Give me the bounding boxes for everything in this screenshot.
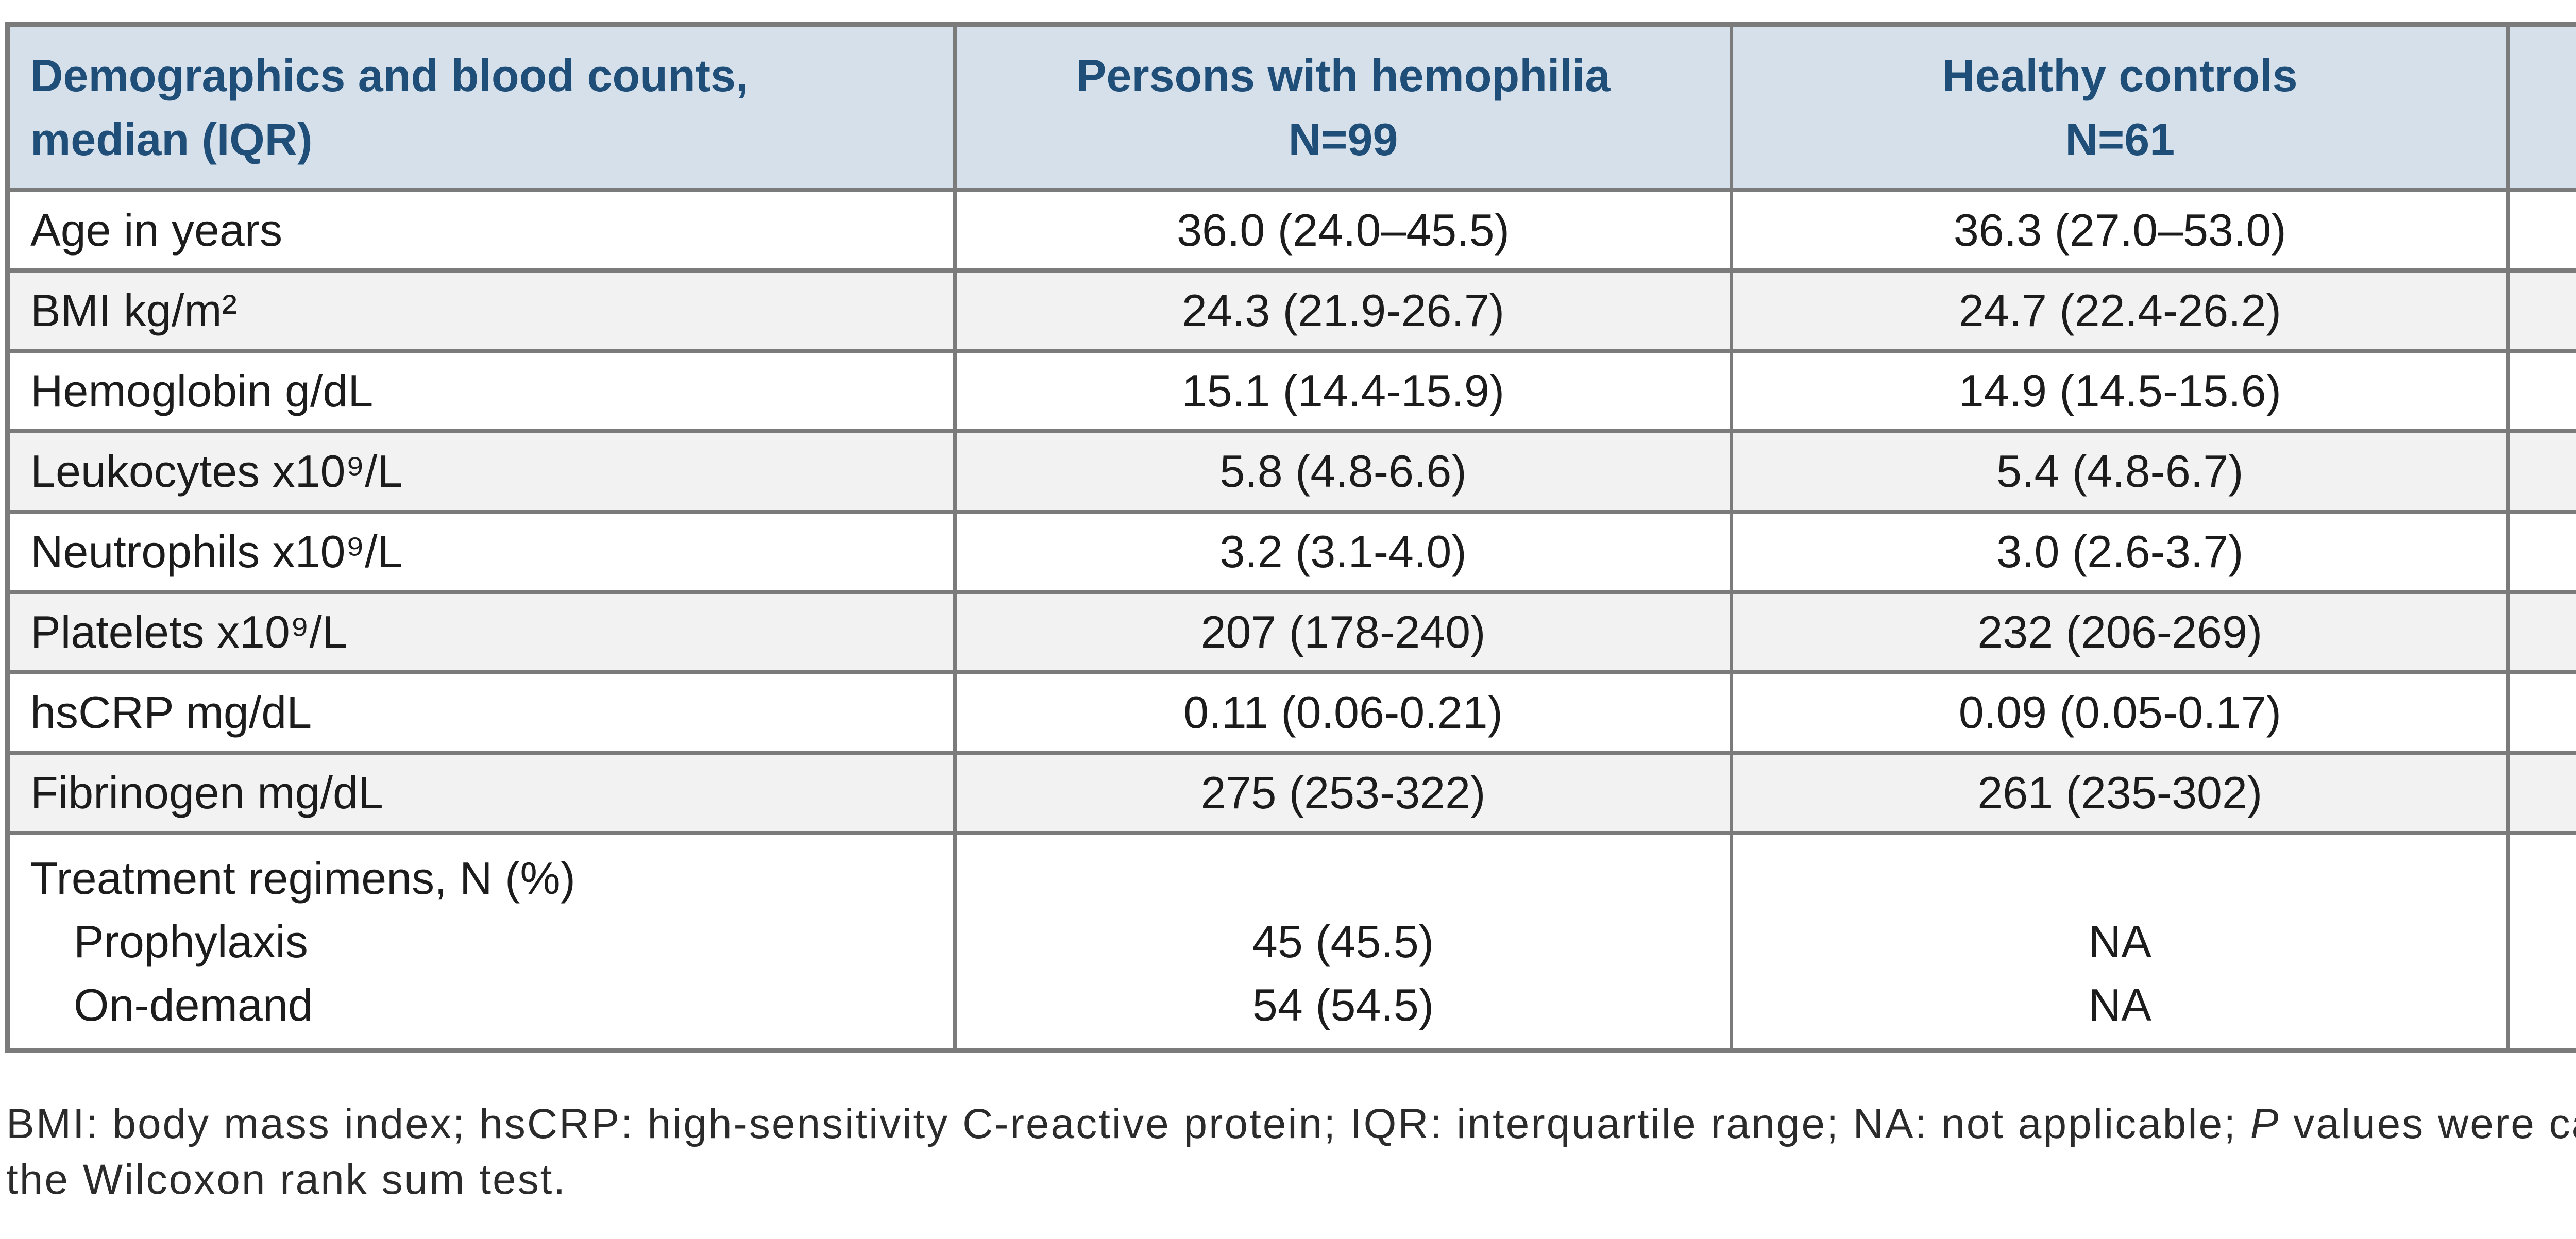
footnote-statistics-note: values were calculated using <box>2293 1100 2576 1147</box>
header-demographics-line1: Demographics and blood counts, <box>30 50 749 101</box>
spacer-line <box>958 846 1728 910</box>
table-row: BMI kg/m² 24.3 (21.9-26.7) 24.7 (22.4-26… <box>6 268 2576 353</box>
table-row: Fibrinogen mg/dL 275 (253-322) 261 (235-… <box>6 751 2576 835</box>
p-value-cell: 0.866 <box>2506 268 2576 353</box>
table-row: Leukocytes x10⁹/L 5.8 (4.8-6.6) 5.4 (4.8… <box>6 429 2576 514</box>
treatment-p-cell: - - <box>2506 831 2576 1053</box>
demographics-table-container: Demographics and blood counts, median (I… <box>5 22 2576 1053</box>
row-label-cell: Age in years <box>6 188 957 273</box>
header-row: Demographics and blood counts, median (I… <box>6 22 2576 192</box>
footnote-line1: BMI: body mass index; hsCRP: high-sensit… <box>6 1096 2576 1152</box>
treatment-phm-value: 54 (54.5) <box>1252 979 1434 1030</box>
phm-value-cell: 36.0 (24.0–45.5) <box>953 188 1734 273</box>
treatment-label-cell: Treatment regimens, N (%) Prophylaxis On… <box>6 831 957 1053</box>
row-label-cell: Hemoglobin g/dL <box>6 349 957 433</box>
p-value-cell: 0.554 <box>2506 670 2576 755</box>
p-value-cell: 0.085 <box>2506 751 2576 835</box>
row-label-cell: hsCRP mg/dL <box>6 670 957 755</box>
footnote-line2: the Wilcoxon rank sum test. <box>6 1156 567 1203</box>
p-value-cell: 0.005 <box>2506 590 2576 674</box>
header-hemophilia-n: N=99 <box>1288 113 1398 165</box>
header-controls-n: N=61 <box>2065 113 2175 165</box>
ctrl-value-cell: 232 (206-269) <box>1730 590 2511 674</box>
footnote-p-symbol: P <box>2250 1100 2280 1147</box>
table-row: Platelets x10⁹/L 207 (178-240) 232 (206-… <box>6 590 2576 674</box>
spacer-line <box>1735 846 2505 910</box>
ctrl-value-cell: 14.9 (14.5-15.6) <box>1730 349 2511 433</box>
header-controls-label: Healthy controls <box>1942 50 2298 101</box>
phm-value-cell: 275 (253-322) <box>953 751 1734 835</box>
treatment-title: Treatment regimens, N (%) <box>30 853 575 904</box>
header-demographics-line2: median (IQR) <box>30 113 313 165</box>
row-label-cell: Fibrinogen mg/dL <box>6 751 957 835</box>
footnote-abbreviations: BMI: body mass index; hsCRP: high-sensit… <box>6 1100 2250 1147</box>
treatment-p-value: - <box>2512 910 2576 973</box>
p-value-cell: 0.783 <box>2506 429 2576 514</box>
header-controls-group: Healthy controls N=61 <box>1730 22 2511 192</box>
ctrl-value-cell: 24.7 (22.4-26.2) <box>1730 268 2511 353</box>
p-value-cell: 0.165 <box>2506 510 2576 594</box>
phm-value-cell: 3.2 (3.1-4.0) <box>953 510 1734 594</box>
row-label-cell: BMI kg/m² <box>6 268 957 353</box>
demographics-blood-counts-table: Demographics and blood counts, median (I… <box>5 22 2576 1053</box>
ctrl-value-cell: 36.3 (27.0–53.0) <box>1730 188 2511 273</box>
ctrl-value-cell: 0.09 (0.05-0.17) <box>1730 670 2511 755</box>
table-header: Demographics and blood counts, median (I… <box>6 22 2576 192</box>
row-label-cell: Platelets x10⁹/L <box>6 590 957 674</box>
phm-value-cell: 24.3 (21.9-26.7) <box>953 268 1734 353</box>
spacer-line <box>2512 846 2576 910</box>
header-p-value: P <box>2506 22 2576 192</box>
ctrl-value-cell: 5.4 (4.8-6.7) <box>1730 429 2511 514</box>
treatment-regimens-row: Treatment regimens, N (%) Prophylaxis On… <box>6 831 2576 1053</box>
treatment-item-label: On-demand <box>74 979 313 1030</box>
ctrl-value-cell: 261 (235-302) <box>1730 751 2511 835</box>
row-label-cell: Neutrophils x10⁹/L <box>6 510 957 594</box>
table-row: Neutrophils x10⁹/L 3.2 (3.1-4.0) 3.0 (2.… <box>6 510 2576 594</box>
treatment-p-value: - <box>2512 973 2576 1037</box>
phm-value-cell: 207 (178-240) <box>953 590 1734 674</box>
ctrl-value-cell: 3.0 (2.6-3.7) <box>1730 510 2511 594</box>
header-demographics: Demographics and blood counts, median (I… <box>6 22 957 192</box>
p-value-cell: 0.352 <box>2506 349 2576 433</box>
row-label-cell: Leukocytes x10⁹/L <box>6 429 957 514</box>
table-footnote: BMI: body mass index; hsCRP: high-sensit… <box>6 1096 2576 1208</box>
header-hemophilia-label: Persons with hemophilia <box>1076 50 1611 101</box>
treatment-phm-cell: 45 (45.5) 54 (54.5) <box>953 831 1734 1053</box>
table-row: Age in years 36.0 (24.0–45.5) 36.3 (27.0… <box>6 188 2576 273</box>
treatment-item-label: Prophylaxis <box>74 916 308 967</box>
table-body: Age in years 36.0 (24.0–45.5) 36.3 (27.0… <box>6 188 2576 1053</box>
treatment-phm-value: 45 (45.5) <box>1252 916 1434 967</box>
treatment-ctrl-value: NA <box>2088 916 2151 967</box>
phm-value-cell: 15.1 (14.4-15.9) <box>953 349 1734 433</box>
phm-value-cell: 5.8 (4.8-6.6) <box>953 429 1734 514</box>
phm-value-cell: 0.11 (0.06-0.21) <box>953 670 1734 755</box>
header-hemophilia-group: Persons with hemophilia N=99 <box>953 22 1734 192</box>
treatment-ctrl-value: NA <box>2088 979 2151 1030</box>
treatment-ctrl-cell: NA NA <box>1730 831 2511 1053</box>
p-value-cell: 0.228 <box>2506 188 2576 273</box>
table-row: Hemoglobin g/dL 15.1 (14.4-15.9) 14.9 (1… <box>6 349 2576 433</box>
table-row: hsCRP mg/dL 0.11 (0.06-0.21) 0.09 (0.05-… <box>6 670 2576 755</box>
